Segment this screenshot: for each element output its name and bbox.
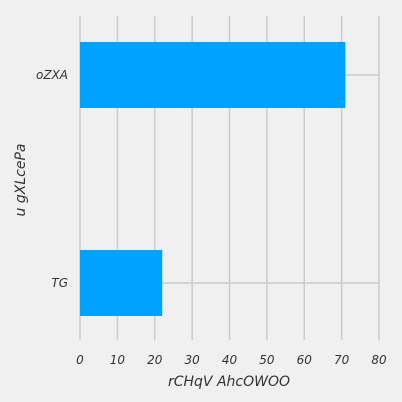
x-tick-label: 50 — [259, 353, 275, 367]
x-tick-label: 40 — [222, 353, 238, 367]
y-axis-title: u gXLcePa — [13, 144, 29, 217]
x-tick-label: 10 — [110, 353, 126, 367]
bar-tg — [80, 250, 163, 316]
y-tick-labels: TG oZXA — [36, 68, 68, 290]
x-tick-label: 30 — [184, 353, 200, 367]
x-tick-label: 60 — [297, 353, 313, 367]
x-tick-label: 20 — [147, 353, 163, 367]
y-tick-label: oZXA — [36, 68, 68, 82]
bars — [80, 42, 346, 316]
x-tick-label: 70 — [334, 353, 350, 367]
x-tick-label: 0 — [76, 353, 84, 367]
x-tick-labels: 0 10 20 30 40 50 60 70 80 — [76, 353, 387, 367]
bar-ozxa — [80, 42, 346, 108]
x-axis-title: rCHqV AhcOWOO — [168, 374, 290, 390]
x-tick-label: 80 — [371, 353, 387, 367]
y-tick-label: TG — [51, 276, 68, 290]
